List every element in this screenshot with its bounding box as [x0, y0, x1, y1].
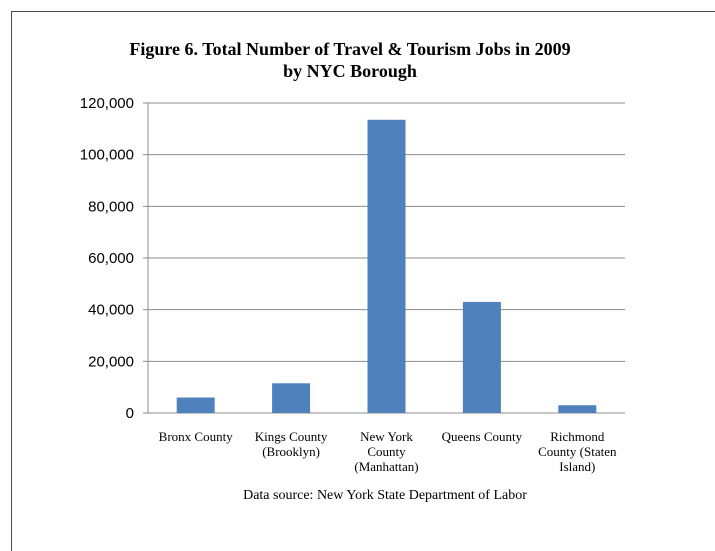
y-tick-label: 100,000 — [80, 147, 134, 164]
x-tick-label: Kings County — [255, 429, 328, 444]
bar — [176, 397, 215, 413]
chart-title-line1: Figure 6. Total Number of Travel & Touri… — [129, 39, 571, 59]
slide-frame — [11, 11, 715, 551]
x-tick-label: (Brooklyn) — [262, 444, 320, 459]
x-tick-label: County — [367, 444, 406, 459]
y-tick-label: 0 — [126, 405, 134, 422]
y-tick-label: 40,000 — [88, 302, 134, 319]
bar — [272, 383, 311, 413]
x-tick-label: County (Staten — [538, 444, 617, 459]
bar — [367, 119, 406, 414]
x-tick-label: Richmond — [550, 429, 605, 444]
y-tick-label: 60,000 — [88, 250, 134, 267]
x-tick-label: New York — [360, 429, 413, 444]
chart-title-line2: by NYC Borough — [283, 61, 417, 81]
x-tick-label: Bronx County — [159, 429, 234, 444]
chart-title: Figure 6. Total Number of Travel & Touri… — [80, 38, 620, 82]
x-tick-label: Queens County — [442, 429, 523, 444]
y-tick-label: 80,000 — [88, 198, 134, 215]
data-source-note: Data source: New York State Department o… — [243, 488, 527, 503]
x-tick-label: Island) — [559, 459, 595, 474]
bar — [558, 405, 597, 413]
x-tick-label: (Manhattan) — [354, 459, 418, 474]
bar — [462, 301, 501, 413]
y-tick-label: 120,000 — [80, 95, 134, 112]
y-tick-label: 20,000 — [88, 353, 134, 370]
